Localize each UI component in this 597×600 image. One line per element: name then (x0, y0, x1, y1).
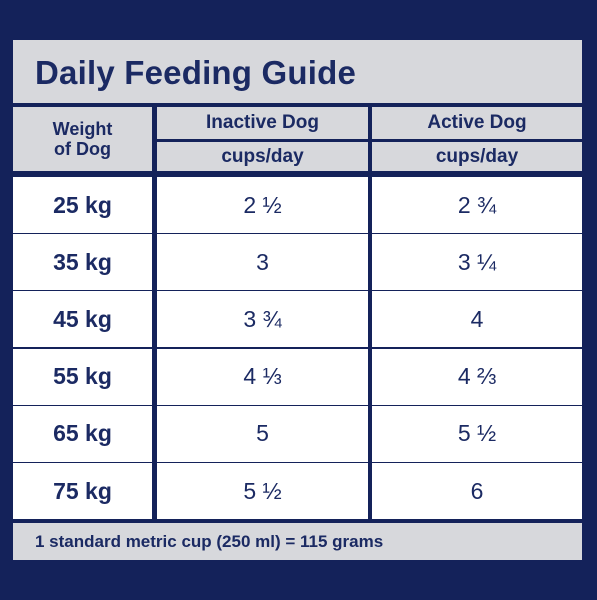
header-weight-line1: Weight (52, 119, 113, 139)
inactive-cups-cell: 4 ⅓ (157, 348, 368, 405)
active-cups-cell: 6 (372, 463, 582, 519)
active-cups-cell: 3 ¼ (372, 234, 582, 291)
active-cups-cell: 4 ⅔ (372, 348, 582, 405)
header-weight: Weight of Dog (13, 107, 152, 171)
page-title: Daily Feeding Guide (35, 54, 357, 91)
header-active-dog: Active Dog (372, 107, 582, 139)
active-cups-cell: 5 ½ (372, 405, 582, 462)
weight-cell: 45 kg (13, 291, 152, 348)
header-active-unit: cups/day (372, 142, 582, 171)
inactive-cups-cell: 5 (157, 405, 368, 462)
weight-cell: 65 kg (13, 405, 152, 462)
weight-cell: 55 kg (13, 348, 152, 405)
inactive-cups-cell: 3 (157, 234, 368, 291)
inactive-cups-cell: 3 ¾ (157, 291, 368, 348)
weight-cell: 25 kg (13, 177, 152, 233)
header-inactive-unit: cups/day (157, 142, 368, 171)
inactive-cups-cell: 5 ½ (157, 463, 368, 519)
inactive-cups-cell: 2 ½ (157, 177, 368, 233)
feeding-table: Weight of Dog Inactive Dog Active Dog cu… (13, 107, 582, 519)
active-cups-cell: 4 (372, 291, 582, 348)
header-weight-line2: of Dog (54, 139, 111, 159)
weight-cell: 35 kg (13, 234, 152, 291)
weight-cell: 75 kg (13, 463, 152, 519)
active-cups-cell: 2 ¾ (372, 177, 582, 233)
footer-note: 1 standard metric cup (250 ml) = 115 gra… (13, 523, 582, 560)
header-inactive-dog: Inactive Dog (157, 107, 368, 139)
title-bar: Daily Feeding Guide (13, 40, 582, 103)
